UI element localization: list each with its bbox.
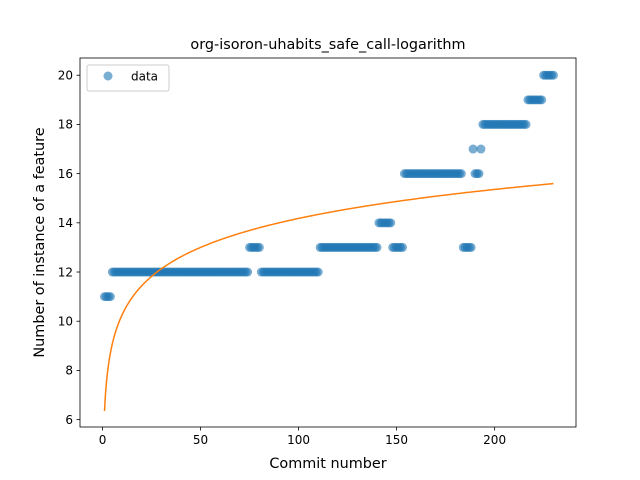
x-axis-label: Commit number xyxy=(269,456,386,472)
data-point xyxy=(372,242,382,252)
y-tick-label: 18 xyxy=(58,118,73,132)
data-point xyxy=(537,95,547,105)
x-tick-label: 50 xyxy=(193,433,208,447)
y-axis-label: Number of instance of a feature xyxy=(32,127,48,357)
data-point xyxy=(386,218,396,228)
x-tick-label: 0 xyxy=(99,433,107,447)
y-tick-label: 6 xyxy=(65,413,73,427)
data-point xyxy=(456,169,466,179)
data-point xyxy=(476,144,486,154)
x-axis: 0 50 100 150 200 xyxy=(99,427,506,447)
y-axis: 6 8 10 12 14 16 18 20 xyxy=(58,69,80,427)
x-tick-label: 150 xyxy=(385,433,408,447)
data-point xyxy=(398,242,407,252)
y-tick-label: 16 xyxy=(58,167,73,181)
x-tick-label: 200 xyxy=(483,433,506,447)
legend-marker-data xyxy=(103,71,113,81)
data-point xyxy=(313,267,323,277)
y-tick-label: 10 xyxy=(58,315,73,329)
y-tick-label: 12 xyxy=(58,265,73,279)
data-point xyxy=(474,169,484,179)
y-tick-label: 8 xyxy=(65,364,73,378)
y-tick-label: 14 xyxy=(58,216,73,230)
data-point xyxy=(466,242,476,252)
axes-frame xyxy=(79,57,577,428)
data-point xyxy=(521,119,531,129)
fit-line xyxy=(103,182,554,412)
data-point xyxy=(254,242,264,252)
data-point xyxy=(468,144,478,154)
legend-label-data: data xyxy=(131,70,158,84)
chart-title: org-isoron-uhabits_safe_call-logarithm xyxy=(190,37,465,53)
legend-box xyxy=(86,64,170,92)
data-point xyxy=(243,267,253,277)
data-point xyxy=(548,70,558,80)
x-tick-label: 100 xyxy=(287,433,310,447)
y-tick-label: 20 xyxy=(58,69,73,83)
legend: data xyxy=(86,64,170,92)
plot-area xyxy=(100,70,558,412)
data-point xyxy=(105,292,115,302)
